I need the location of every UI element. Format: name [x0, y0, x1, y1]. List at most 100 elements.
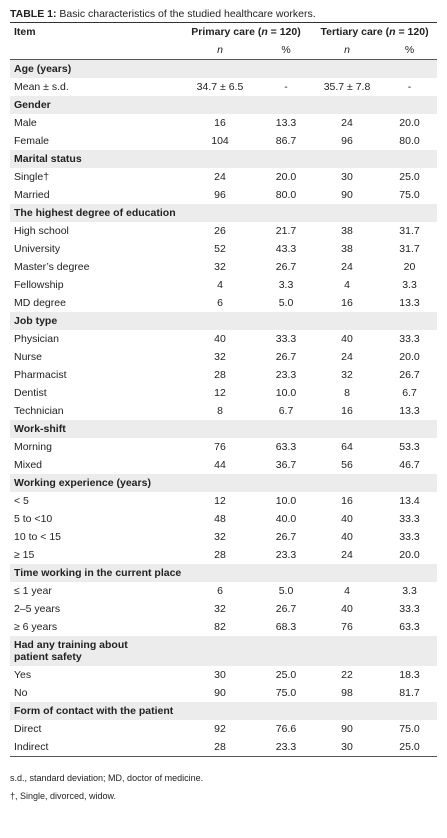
value-cell: 76	[214, 441, 226, 453]
row-label: Mean ± s.d.	[14, 81, 69, 93]
value-cell: 63.3	[399, 621, 420, 633]
row-label: Single†	[14, 171, 50, 183]
data-row: ≥ 6 years 82 68.3 76 63.3	[10, 618, 437, 636]
value-cell: 10.0	[275, 387, 297, 399]
value-cell: 26.7	[275, 531, 297, 543]
value-cell: 4	[344, 279, 350, 291]
data-row: High school 26 21.7 38 31.7	[10, 222, 437, 240]
caption-label: TABLE 1:	[10, 8, 57, 20]
data-row: Direct 92 76.6 90 75.0	[10, 720, 437, 738]
row-label: High school	[14, 225, 69, 237]
value-cell: 33.3	[399, 513, 420, 525]
value-cell: 6	[217, 585, 223, 597]
value-cell: 68.3	[275, 621, 297, 633]
row-label: Fellowship	[14, 279, 64, 291]
data-row: ≥ 15 28 23.3 24 20.0	[10, 546, 437, 564]
section-row: Time working in the current place	[10, 564, 438, 582]
value-cell: 33.3	[275, 333, 297, 345]
row-label: Male	[14, 117, 37, 129]
value-cell: 23.3	[275, 741, 297, 753]
row-label: Technician	[14, 405, 64, 417]
data-row: Female 104 86.7 96 80.0	[10, 132, 437, 150]
value-cell: 90	[341, 189, 353, 201]
value-cell: 63.3	[275, 441, 297, 453]
value-cell: 96	[214, 189, 226, 201]
group-n: n	[389, 26, 396, 38]
value-cell: 64	[341, 441, 353, 453]
value-cell: 20.0	[399, 117, 420, 129]
document: TABLE 1: Basic characteristics of the st…	[10, 6, 438, 805]
row-label: Master’s degree	[14, 261, 90, 273]
footnote: s.d., standard deviation; MD, doctor of …	[10, 773, 204, 783]
row-label: 5 to <10	[14, 513, 53, 525]
group-prefix: Tertiary care (	[320, 26, 390, 38]
value-cell: 33.3	[399, 333, 420, 345]
value-cell: 24	[341, 117, 353, 129]
value-cell: 75.0	[399, 723, 420, 735]
value-cell: 40	[341, 333, 353, 345]
section-row: Work-shift	[10, 420, 438, 438]
value-cell: 90	[214, 687, 226, 699]
value-cell: 30	[341, 741, 353, 753]
value-cell: 6	[217, 297, 223, 309]
row-label: < 5	[14, 495, 29, 507]
value-cell: 28	[214, 741, 226, 753]
section-title: Job type	[10, 312, 438, 330]
value-cell: 32	[214, 351, 226, 363]
value-cell: 5.0	[278, 297, 294, 309]
section-title: The highest degree of education	[10, 204, 438, 222]
value-cell: 40	[341, 513, 353, 525]
value-cell: 32	[214, 261, 226, 273]
value-cell: -	[407, 81, 412, 93]
section-row: Working experience (years)	[10, 474, 438, 492]
value-cell: 12	[214, 495, 226, 507]
value-cell: 34.7 ± 6.5	[196, 81, 244, 93]
row-label: 2–5 years	[14, 603, 61, 615]
value-cell: 26	[214, 225, 226, 237]
caption-text: Basic characteristics of the studied hea…	[59, 8, 316, 20]
value-cell: 40	[214, 333, 226, 345]
section-title-text: Had any training about patient safety	[14, 639, 128, 663]
value-cell: 38	[341, 243, 353, 255]
value-cell: 28	[214, 549, 226, 561]
section-title: Gender	[10, 96, 438, 114]
data-row: 2–5 years 32 26.7 40 33.3	[10, 600, 437, 618]
value-cell: 32	[214, 531, 226, 543]
value-cell: 3.3	[402, 585, 417, 597]
subheader: n	[344, 44, 350, 56]
value-cell: 104	[211, 135, 229, 147]
caption: TABLE 1: Basic characteristics of the st…	[10, 6, 437, 22]
data-row: Single† 24 20.0 30 25.0	[10, 168, 437, 186]
row-label: Indirect	[14, 741, 49, 753]
group-header: Tertiary care (n = 120)	[312, 23, 437, 42]
row-label: Mixed	[14, 459, 43, 471]
value-cell: 53.3	[399, 441, 420, 453]
section-title: Working experience (years)	[10, 474, 438, 492]
value-cell: 12	[214, 387, 226, 399]
group-prefix: Primary care (	[191, 26, 262, 38]
value-cell: 24	[214, 171, 226, 183]
data-row: 5 to <10 48 40.0 40 33.3	[10, 510, 437, 528]
row-label: University	[14, 243, 61, 255]
data-row: Pharmacist 28 23.3 32 26.7	[10, 366, 437, 384]
value-cell: 6.7	[402, 387, 417, 399]
value-cell: 20.0	[399, 549, 420, 561]
data-row: Nurse 32 26.7 24 20.0	[10, 348, 437, 366]
footnotes: s.d., standard deviation; MD, doctor of …	[10, 769, 437, 805]
value-cell: 52	[214, 243, 226, 255]
data-row: < 5 12 10.0 16 13.4	[10, 492, 437, 510]
data-row: ≤ 1 year 6 5.0 4 3.3	[10, 582, 437, 600]
section-row: Had any training about patient safety	[10, 636, 438, 666]
value-cell: 13.3	[399, 405, 420, 417]
value-cell: 13.4	[399, 495, 420, 507]
data-row: 10 to < 15 32 26.7 40 33.3	[10, 528, 437, 546]
value-cell: 23.3	[275, 549, 297, 561]
section-row: Gender	[10, 96, 438, 114]
value-cell: 21.7	[275, 225, 297, 237]
row-label: Nurse	[14, 351, 43, 363]
value-cell: 8	[344, 387, 350, 399]
subheader: n	[217, 44, 223, 56]
value-cell: 6.7	[278, 405, 294, 417]
subheader: %	[404, 44, 415, 56]
value-cell: 24	[341, 351, 353, 363]
